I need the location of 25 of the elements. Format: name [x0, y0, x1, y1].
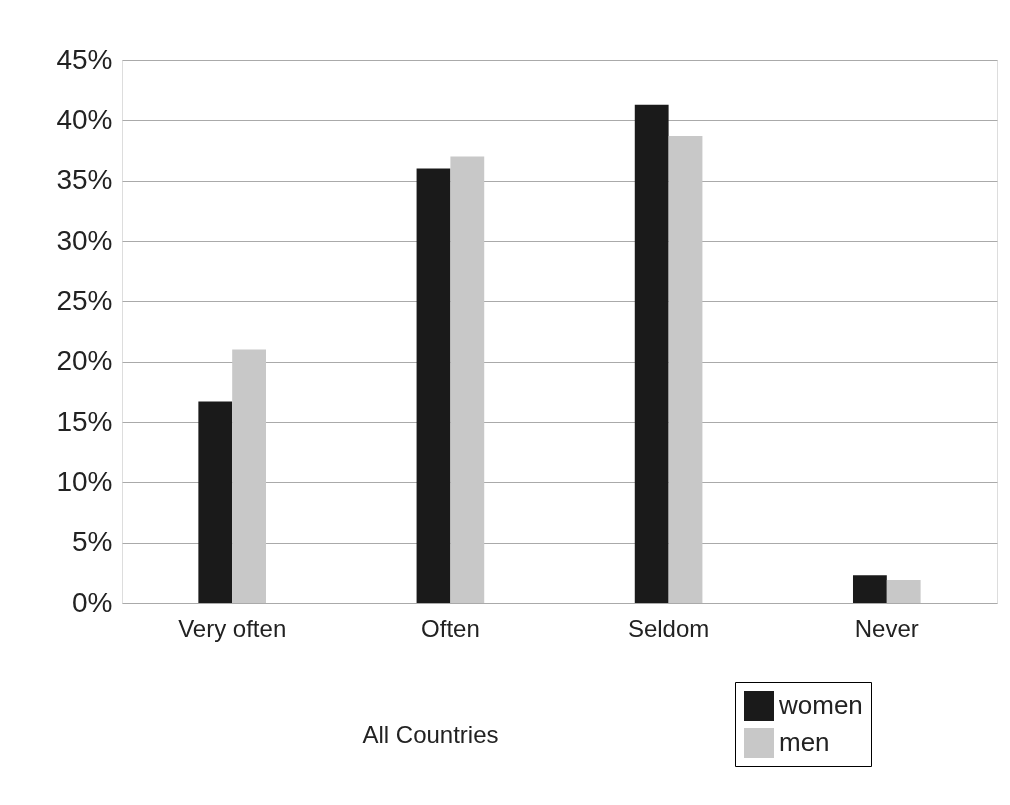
- y-tick-label: 35%: [56, 164, 113, 196]
- bar: [198, 401, 233, 603]
- y-tick-label: 25%: [56, 284, 113, 316]
- bar: [416, 168, 451, 603]
- x-tick-label: Often: [421, 614, 480, 642]
- legend-label: women: [778, 690, 863, 720]
- bar: [634, 104, 669, 603]
- y-tick-label: 20%: [56, 345, 113, 377]
- y-tick-label: 0%: [72, 586, 113, 618]
- y-tick-label: 40%: [56, 103, 113, 135]
- y-tick-label: 5%: [72, 526, 113, 558]
- y-tick-label: 30%: [56, 224, 113, 256]
- bar: [668, 136, 703, 603]
- x-tick-label: Seldom: [627, 614, 710, 642]
- y-tick-label: 10%: [56, 465, 113, 497]
- bar: [450, 156, 485, 603]
- bar: [852, 575, 887, 603]
- legend-label: men: [779, 727, 830, 757]
- y-tick-label: 15%: [56, 405, 113, 437]
- y-tick-label: 45%: [56, 43, 113, 75]
- x-tick-label: Never: [854, 614, 919, 642]
- bar: [886, 580, 921, 603]
- bar: [232, 349, 267, 603]
- x-axis-title: All Countries: [362, 720, 499, 748]
- x-tick-label: Very often: [178, 614, 287, 642]
